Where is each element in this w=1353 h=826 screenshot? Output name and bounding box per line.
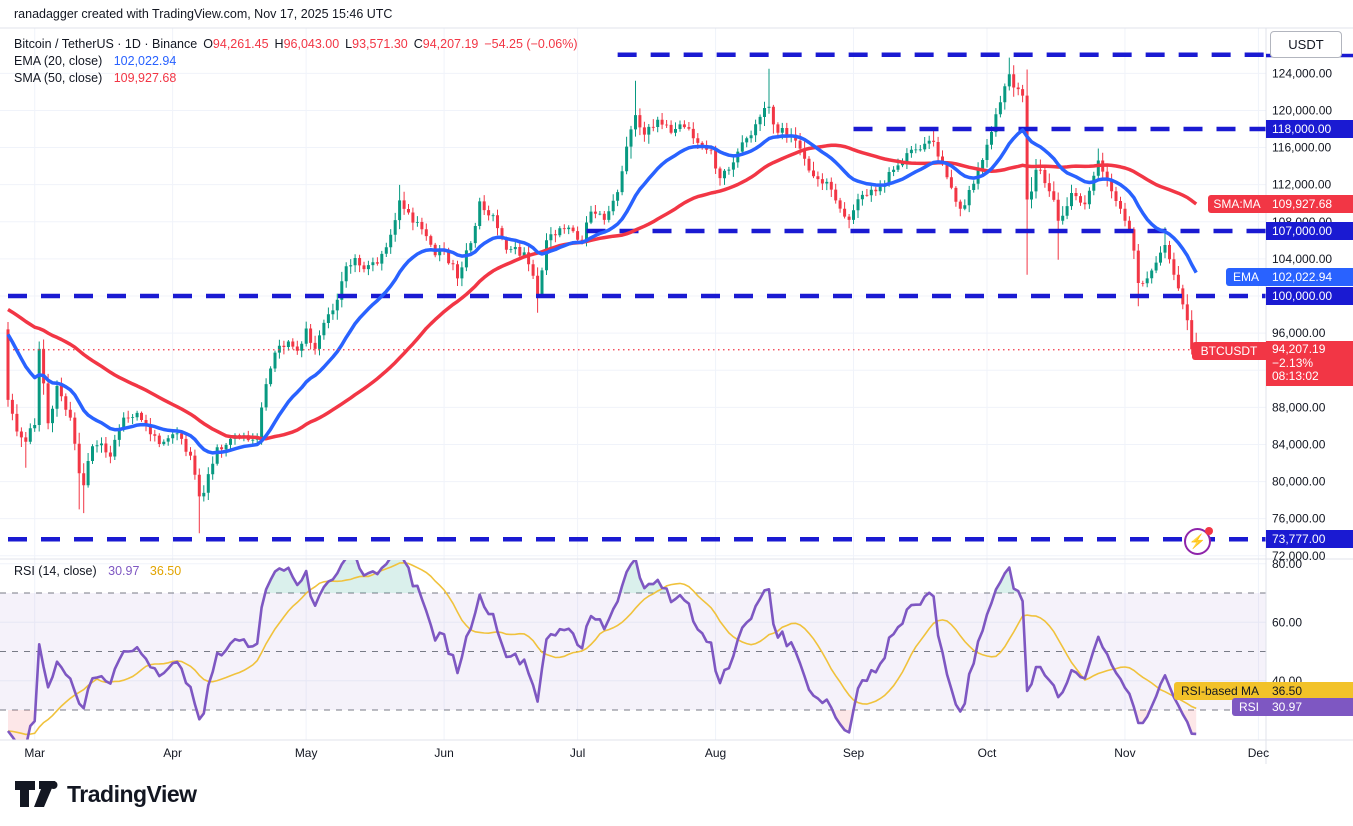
level-price-badge: 107,000.00 bbox=[1266, 222, 1353, 241]
svg-text:72,000.00: 72,000.00 bbox=[1272, 549, 1326, 563]
rsi-value-badge: 30.97 bbox=[1266, 698, 1353, 717]
ema-legend-value: 102,022.94 bbox=[113, 54, 177, 68]
symbol-label-plate: BTCUSDT bbox=[1192, 341, 1266, 360]
svg-text:60.00: 60.00 bbox=[1272, 615, 1302, 629]
svg-text:Jul: Jul bbox=[570, 746, 585, 760]
symbol-title: Bitcoin / TetherUS · 1D · Binance bbox=[14, 37, 198, 51]
ohlc-value: 94,207.19 bbox=[422, 37, 479, 51]
currency-toggle-button[interactable]: USDT bbox=[1270, 31, 1342, 58]
svg-text:96,000.00: 96,000.00 bbox=[1272, 326, 1326, 340]
level-price-badge: 73,777.00 bbox=[1266, 530, 1353, 549]
price-pane[interactable] bbox=[6, 52, 1267, 542]
svg-text:80,000.00: 80,000.00 bbox=[1272, 475, 1326, 489]
main-legend: Bitcoin / TetherUS · 1D · Binance O94,261… bbox=[14, 36, 578, 87]
ohlc-letter: H bbox=[274, 37, 284, 51]
price-axis-labels[interactable]: 124,000.00 120,000.00 116,000.00 112,000.00… bbox=[1272, 66, 1332, 687]
svg-text:Mar: Mar bbox=[24, 746, 45, 760]
notification-dot bbox=[1205, 527, 1213, 535]
rsi-ma-line bbox=[7, 561, 1197, 736]
svg-text:Apr: Apr bbox=[163, 746, 182, 760]
ema-20-line bbox=[6, 128, 1198, 455]
ema-label-plate: EMA bbox=[1226, 268, 1266, 287]
svg-text:120,000.00: 120,000.00 bbox=[1272, 103, 1332, 117]
rsi-line bbox=[6, 560, 1197, 740]
change-value: −54.25 (−0.06%) bbox=[484, 37, 578, 51]
svg-text:Aug: Aug bbox=[705, 746, 726, 760]
ema-legend-row[interactable]: EMA (20, close) 102,022.94 bbox=[14, 53, 578, 70]
svg-text:124,000.00: 124,000.00 bbox=[1272, 66, 1332, 80]
sma-legend-value: 109,927.68 bbox=[113, 71, 177, 85]
tradingview-logo-text: TradingView bbox=[67, 780, 197, 807]
rsi-overbought-fill bbox=[8, 560, 1197, 593]
ohlc-value: 96,043.00 bbox=[283, 37, 340, 51]
svg-text:Jun: Jun bbox=[434, 746, 453, 760]
sma-label-plate: SMA:MA bbox=[1208, 194, 1266, 213]
svg-text:80.00: 80.00 bbox=[1272, 557, 1302, 571]
svg-text:88,000.00: 88,000.00 bbox=[1272, 400, 1326, 414]
tradingview-logo[interactable]: TradingView bbox=[14, 778, 197, 810]
rsi-legend-row[interactable]: RSI (14, close) 30.97 36.50 bbox=[14, 564, 181, 578]
level-price-badge: 100,000.00 bbox=[1266, 287, 1353, 305]
symbol-price-badge: 94,207.19 −2.13% 08:13:02 bbox=[1266, 341, 1353, 387]
ohlc-letter: O bbox=[203, 37, 213, 51]
ohlc-value: 94,261.45 bbox=[212, 37, 269, 51]
rsi-ma-value-badge: 36.50 bbox=[1266, 681, 1353, 700]
svg-text:Nov: Nov bbox=[1114, 746, 1135, 760]
pane-borders bbox=[0, 27, 1353, 764]
rsi-pane[interactable] bbox=[0, 544, 1266, 747]
ohlc-value: 93,571.30 bbox=[352, 37, 408, 51]
svg-text:84,000.00: 84,000.00 bbox=[1272, 437, 1326, 451]
ohlc-letter: L bbox=[345, 37, 353, 51]
rsi-legend-label: RSI (14, close) bbox=[14, 564, 97, 578]
svg-text:Dec: Dec bbox=[1248, 746, 1269, 760]
level-price-badge: 118,000.00 bbox=[1266, 120, 1353, 138]
rsi-ma-label-plate: RSI-based MA bbox=[1174, 681, 1266, 700]
svg-text:76,000.00: 76,000.00 bbox=[1272, 512, 1326, 526]
ema-value-badge: 102,022.94 bbox=[1266, 268, 1353, 287]
rsi-ma-legend-value: 36.50 bbox=[149, 564, 182, 578]
watermark-credit: ranadagger created with TradingView.com,… bbox=[14, 7, 393, 21]
ema-legend-label: EMA (20, close) bbox=[14, 54, 103, 68]
time-axis-labels[interactable]: Mar Apr May Jun Jul Aug Sep Oct Nov Dec bbox=[24, 746, 1269, 760]
svg-text:May: May bbox=[295, 746, 318, 760]
rsi-legend-value: 30.97 bbox=[108, 564, 140, 578]
sma-value-badge: 109,927.68 bbox=[1266, 194, 1353, 213]
symbol-ohlc-row[interactable]: Bitcoin / TetherUS · 1D · Binance O94,261… bbox=[14, 36, 578, 53]
svg-text:116,000.00: 116,000.00 bbox=[1272, 141, 1331, 155]
svg-text:Oct: Oct bbox=[978, 746, 997, 760]
tradingview-logo-mark bbox=[15, 781, 58, 807]
sma-legend-row[interactable]: SMA (50, close) 109,927.68 bbox=[14, 70, 578, 87]
svg-text:104,000.00: 104,000.00 bbox=[1272, 252, 1332, 266]
sma-legend-label: SMA (50, close) bbox=[14, 71, 103, 85]
rsi-label-plate: RSI bbox=[1232, 698, 1266, 717]
svg-text:112,000.00: 112,000.00 bbox=[1272, 178, 1331, 192]
ohlc-letter: C bbox=[413, 37, 423, 51]
sma-50-line bbox=[7, 143, 1198, 441]
svg-text:Sep: Sep bbox=[843, 746, 865, 760]
candle-bodies-up bbox=[28, 74, 1167, 497]
